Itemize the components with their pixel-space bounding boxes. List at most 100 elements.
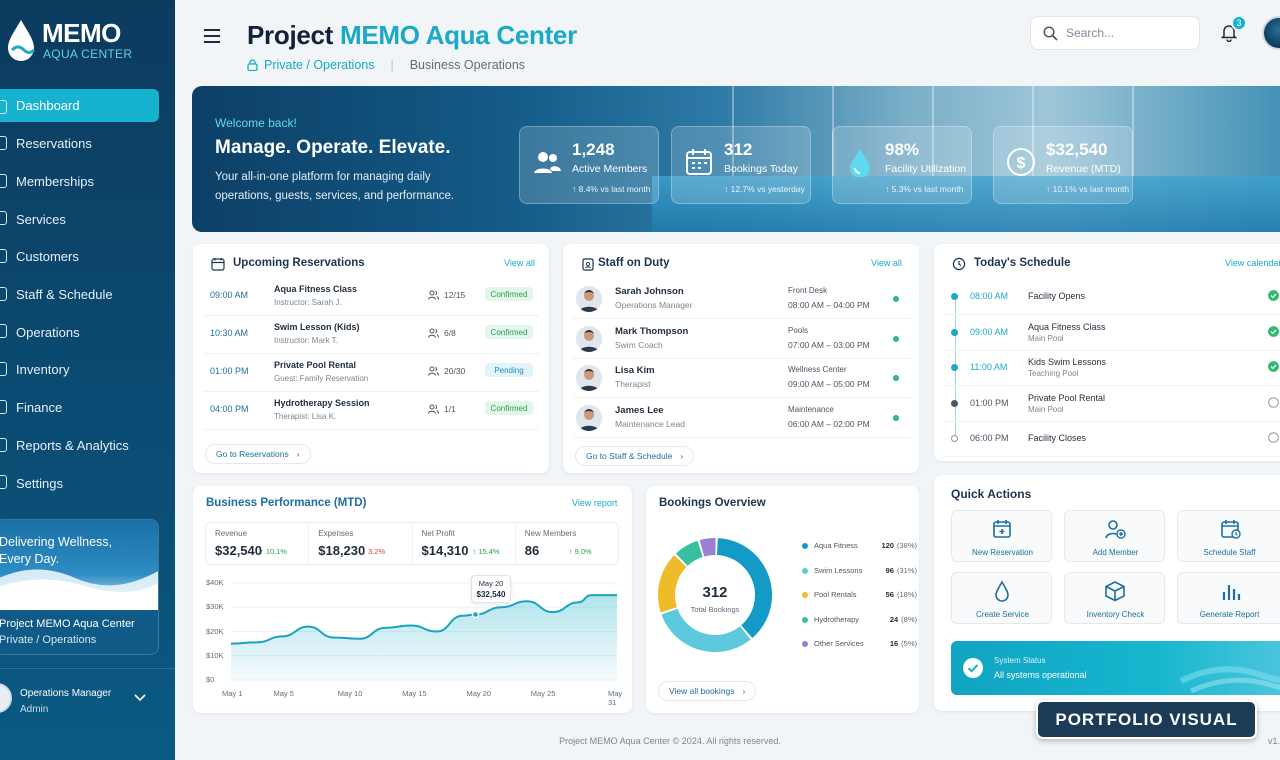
go-to-reservations-button[interactable]: Go to Reservations › (205, 444, 311, 464)
sidebar-item-reservations[interactable]: Reservations (0, 125, 175, 163)
staff-avatar (576, 404, 602, 431)
sidebar-item-dashboard[interactable]: Dashboard (0, 89, 159, 122)
staff-row[interactable]: Sarah Johnson Operations Manager Front Des… (573, 280, 910, 319)
kpi-label: Revenue (MTD) (1046, 163, 1121, 175)
quick-action-inventory-check-button[interactable]: Inventory Check (1064, 572, 1165, 624)
breadcrumb-section[interactable]: Business Operations (409, 58, 526, 72)
view-calendar-link[interactable]: View calendar (1225, 258, 1280, 268)
calendar-icon (211, 258, 225, 271)
sidebar-item-inventory[interactable]: Inventory (0, 351, 175, 389)
sidebar-item-operations[interactable]: Operations (0, 313, 175, 351)
reservation-row[interactable]: 04:00 PM Hydrotherapy Session Therapist: L… (203, 392, 539, 430)
chart-tooltip: May 20 $32,540 (471, 575, 511, 603)
legend-value: 24 (8%) (890, 615, 917, 624)
view-report-link[interactable]: View report (572, 498, 618, 508)
tooltip-date: May 20 (478, 579, 504, 588)
brand-logo[interactable]: MEMO AQUA CENTER (4, 18, 132, 64)
metric-new-members: New Members 86 ↑ 9.0% (516, 523, 618, 564)
header-avatar[interactable] (1262, 16, 1280, 50)
schedule-location: Main Pool (1028, 404, 1064, 414)
reservation-title: Hydrotherapy Session (274, 398, 370, 408)
staff-row[interactable]: Lisa Kim Therapist Wellness Center 09:00 AM… (573, 359, 910, 398)
staff-avatar (576, 325, 602, 352)
reservation-capacity: 1/1 (428, 404, 456, 414)
tooltip-value: $32,540 (476, 590, 506, 599)
inventory-icon (0, 362, 7, 377)
donut-total: 312 (702, 584, 728, 601)
reservations-view-all-link[interactable]: View all (504, 258, 535, 268)
capacity-value: 20/30 (444, 366, 466, 376)
wave-image (0, 520, 158, 610)
legend-percent: (8%) (901, 614, 917, 624)
timeline-node (951, 293, 958, 300)
quick-action-generate-report-button[interactable]: Generate Report (1177, 572, 1280, 624)
kpi-value: 1,248 (572, 140, 615, 159)
sidebar-item-memberships[interactable]: Memberships (0, 163, 175, 201)
timeline-node (951, 435, 958, 442)
schedule-row[interactable]: 11:00 AM Kids Swim Lessons Teaching Pool (944, 350, 1280, 386)
sidebar-item-finance[interactable]: Finance (0, 389, 175, 427)
membership-icon (0, 173, 7, 188)
reservation-time: 09:00 AM (210, 290, 249, 300)
legend-item: Pool Rentals 56 (18%) (802, 589, 917, 603)
sidebar-item-settings[interactable]: Settings (0, 464, 175, 502)
reservation-row[interactable]: 01:00 PM Private Pool Rental Guest: Family… (203, 354, 539, 392)
user-profile[interactable]: Operations Manager Admin (0, 668, 175, 728)
sidebar: MEMO AQUA CENTER Dashboard Reservations Me… (0, 0, 175, 760)
schedule-time: 08:00 AM (970, 291, 1009, 301)
menu-icon[interactable] (203, 28, 221, 44)
staff-location: Front Desk (788, 286, 828, 295)
go-to-staff-button[interactable]: Go to Staff & Schedule › (575, 446, 695, 466)
quick-action-new-reservation-button[interactable]: New Reservation (951, 510, 1052, 562)
sidebar-item-customers[interactable]: Customers (0, 238, 175, 276)
sidebar-item-reports-analytics[interactable]: Reports & Analytics (0, 427, 175, 465)
reservation-row[interactable]: 10:30 AM Swim Lesson (Kids) Instructor: Ma… (203, 316, 539, 354)
metric-net-profit: Net Profit $14,310 ↑ 15.4% (413, 523, 516, 564)
breadcrumb-private[interactable]: Private / Operations (264, 58, 375, 72)
metric-delta: ↑ 10.1% (260, 547, 288, 556)
staff-location: Maintenance (788, 404, 834, 414)
staff-name: Lisa Kim (615, 365, 655, 376)
calendar-icon (686, 149, 712, 175)
legend-item: Swim Lessons 96 (31%) (802, 565, 917, 579)
chevron-down-icon[interactable] (134, 693, 146, 703)
schedule-row[interactable]: 06:00 PM Facility Closes (944, 421, 1280, 457)
page-title-prefix: Project (247, 20, 334, 50)
schedule-row[interactable]: 09:00 AM Aqua Fitness Class Main Pool (944, 315, 1280, 351)
reservation-row[interactable]: 09:00 AM Aqua Fitness Class Instructor: Sa… (203, 278, 539, 316)
check-circle-icon (1268, 361, 1279, 372)
schedule-title: Today's Schedule (974, 257, 1071, 269)
staff-row[interactable]: James Lee Maintenance Lead Maintenance 06:0… (573, 399, 910, 438)
sidebar-item-services[interactable]: Services (0, 200, 175, 238)
search-input[interactable]: Search... (1030, 16, 1200, 50)
capacity-value: 1/1 (444, 404, 456, 414)
schedule-row[interactable]: 01:00 PM Private Pool Rental Main Pool (944, 386, 1280, 422)
revenue-area-chart (230, 582, 617, 681)
donut-slice-pool-rentals (658, 555, 687, 613)
staff-view-all-link[interactable]: View all (871, 258, 902, 268)
people-icon (428, 328, 439, 338)
schedule-row[interactable]: 08:00 AM Facility Opens (944, 279, 1280, 315)
timeline-node (951, 364, 958, 371)
staff-avatar (576, 365, 602, 391)
legend-count: 120 (881, 541, 894, 550)
staff-location: Wellness Center (788, 365, 847, 374)
go-to-staff-label: Go to Staff & Schedule (586, 451, 673, 461)
staff-name: Mark Thompson (615, 325, 689, 337)
staff-row[interactable]: Mark Thompson Swim Coach Pools 07:00 AM – 0… (573, 320, 910, 359)
settings-icon (0, 475, 7, 490)
quick-action-add-member-button[interactable]: Add Member (1064, 510, 1165, 562)
sidebar-item-label: Inventory (16, 362, 70, 378)
view-all-bookings-label: View all bookings (669, 686, 735, 696)
promo-headline: Delivering Wellness, Every Day. (0, 535, 113, 566)
schedule-location: Main Pool (1028, 333, 1064, 343)
view-all-bookings-button[interactable]: View all bookings › (658, 681, 757, 701)
window-frame (932, 86, 934, 176)
quick-action-schedule-staff-button[interactable]: Schedule Staff (1177, 510, 1280, 562)
legend-label: Hydrotherapy (814, 614, 860, 624)
sidebar-item-staff-schedule[interactable]: Staff & Schedule (0, 276, 175, 314)
staff-shift-time: 08:00 AM – 04:00 PM (788, 300, 870, 310)
members-icon (534, 152, 561, 173)
promo-subtitle: Private / Operations (0, 634, 97, 646)
quick-action-create-service-button[interactable]: Create Service (951, 572, 1052, 624)
